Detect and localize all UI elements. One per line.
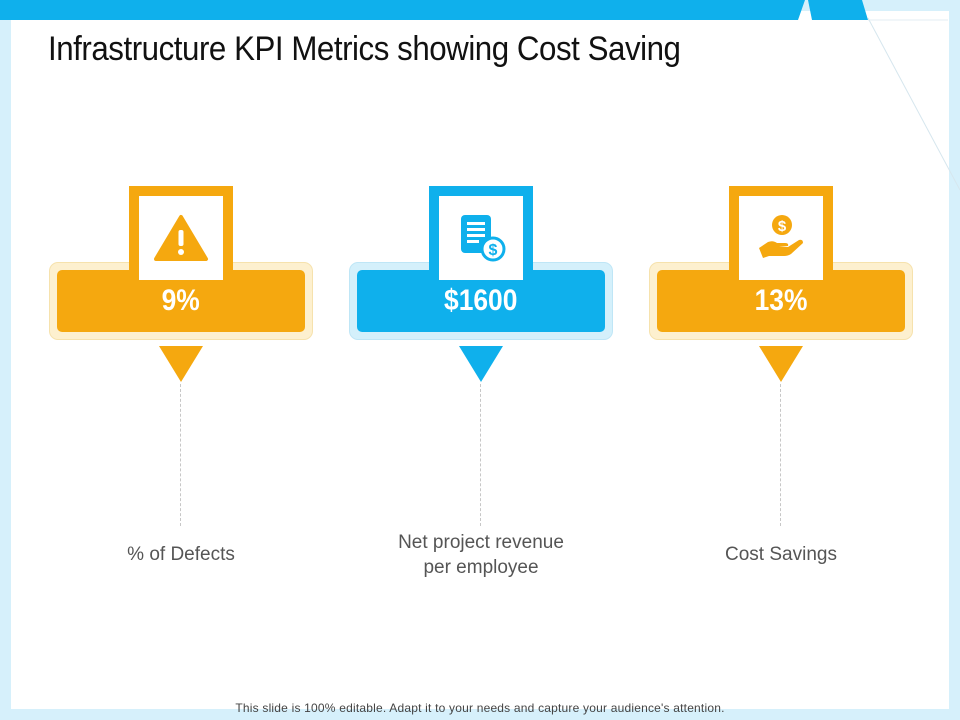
kpi-value-bar: 9% (57, 270, 305, 332)
kpi-value: $1600 (444, 284, 518, 317)
warning-icon (154, 215, 208, 261)
top-accent-bar (0, 0, 868, 20)
revenue-document-icon: $ (461, 215, 506, 262)
kpi-connector-line (480, 384, 481, 526)
money-hand-icon: $ (759, 215, 803, 258)
kpi-pointer (159, 346, 203, 382)
footer-note: This slide is 100% editable. Adapt it to… (235, 701, 725, 715)
svg-text:$: $ (778, 218, 787, 235)
kpi-label-line2: per employee (423, 557, 539, 578)
kpi-value: 13% (754, 284, 808, 317)
kpi-value-bar: 13% (657, 270, 905, 332)
svg-text:$: $ (489, 242, 498, 259)
kpi-value: 9% (161, 284, 201, 317)
kpi-card-defects: 9% % of Defects (49, 186, 313, 586)
page-title: Infrastructure KPI Metrics showing Cost … (48, 30, 681, 68)
kpi-connector-line (780, 384, 781, 526)
kpi-label: Cost Savings (725, 544, 837, 565)
kpi-icon-tab: $ (729, 186, 833, 284)
kpi-pointer (759, 346, 803, 382)
kpi-card-revenue: $1600 $ Net project revenue per employee (349, 186, 613, 586)
kpi-card-cost-savings: 13% $ Cost Savings (649, 186, 913, 586)
kpi-label: % of Defects (127, 544, 235, 565)
kpi-pointer (459, 346, 503, 382)
kpi-connector-line (180, 384, 181, 526)
kpi-label-line1: Net project revenue (398, 532, 564, 553)
kpi-icon-tab (129, 186, 233, 284)
kpi-icon-tab: $ (429, 186, 533, 284)
